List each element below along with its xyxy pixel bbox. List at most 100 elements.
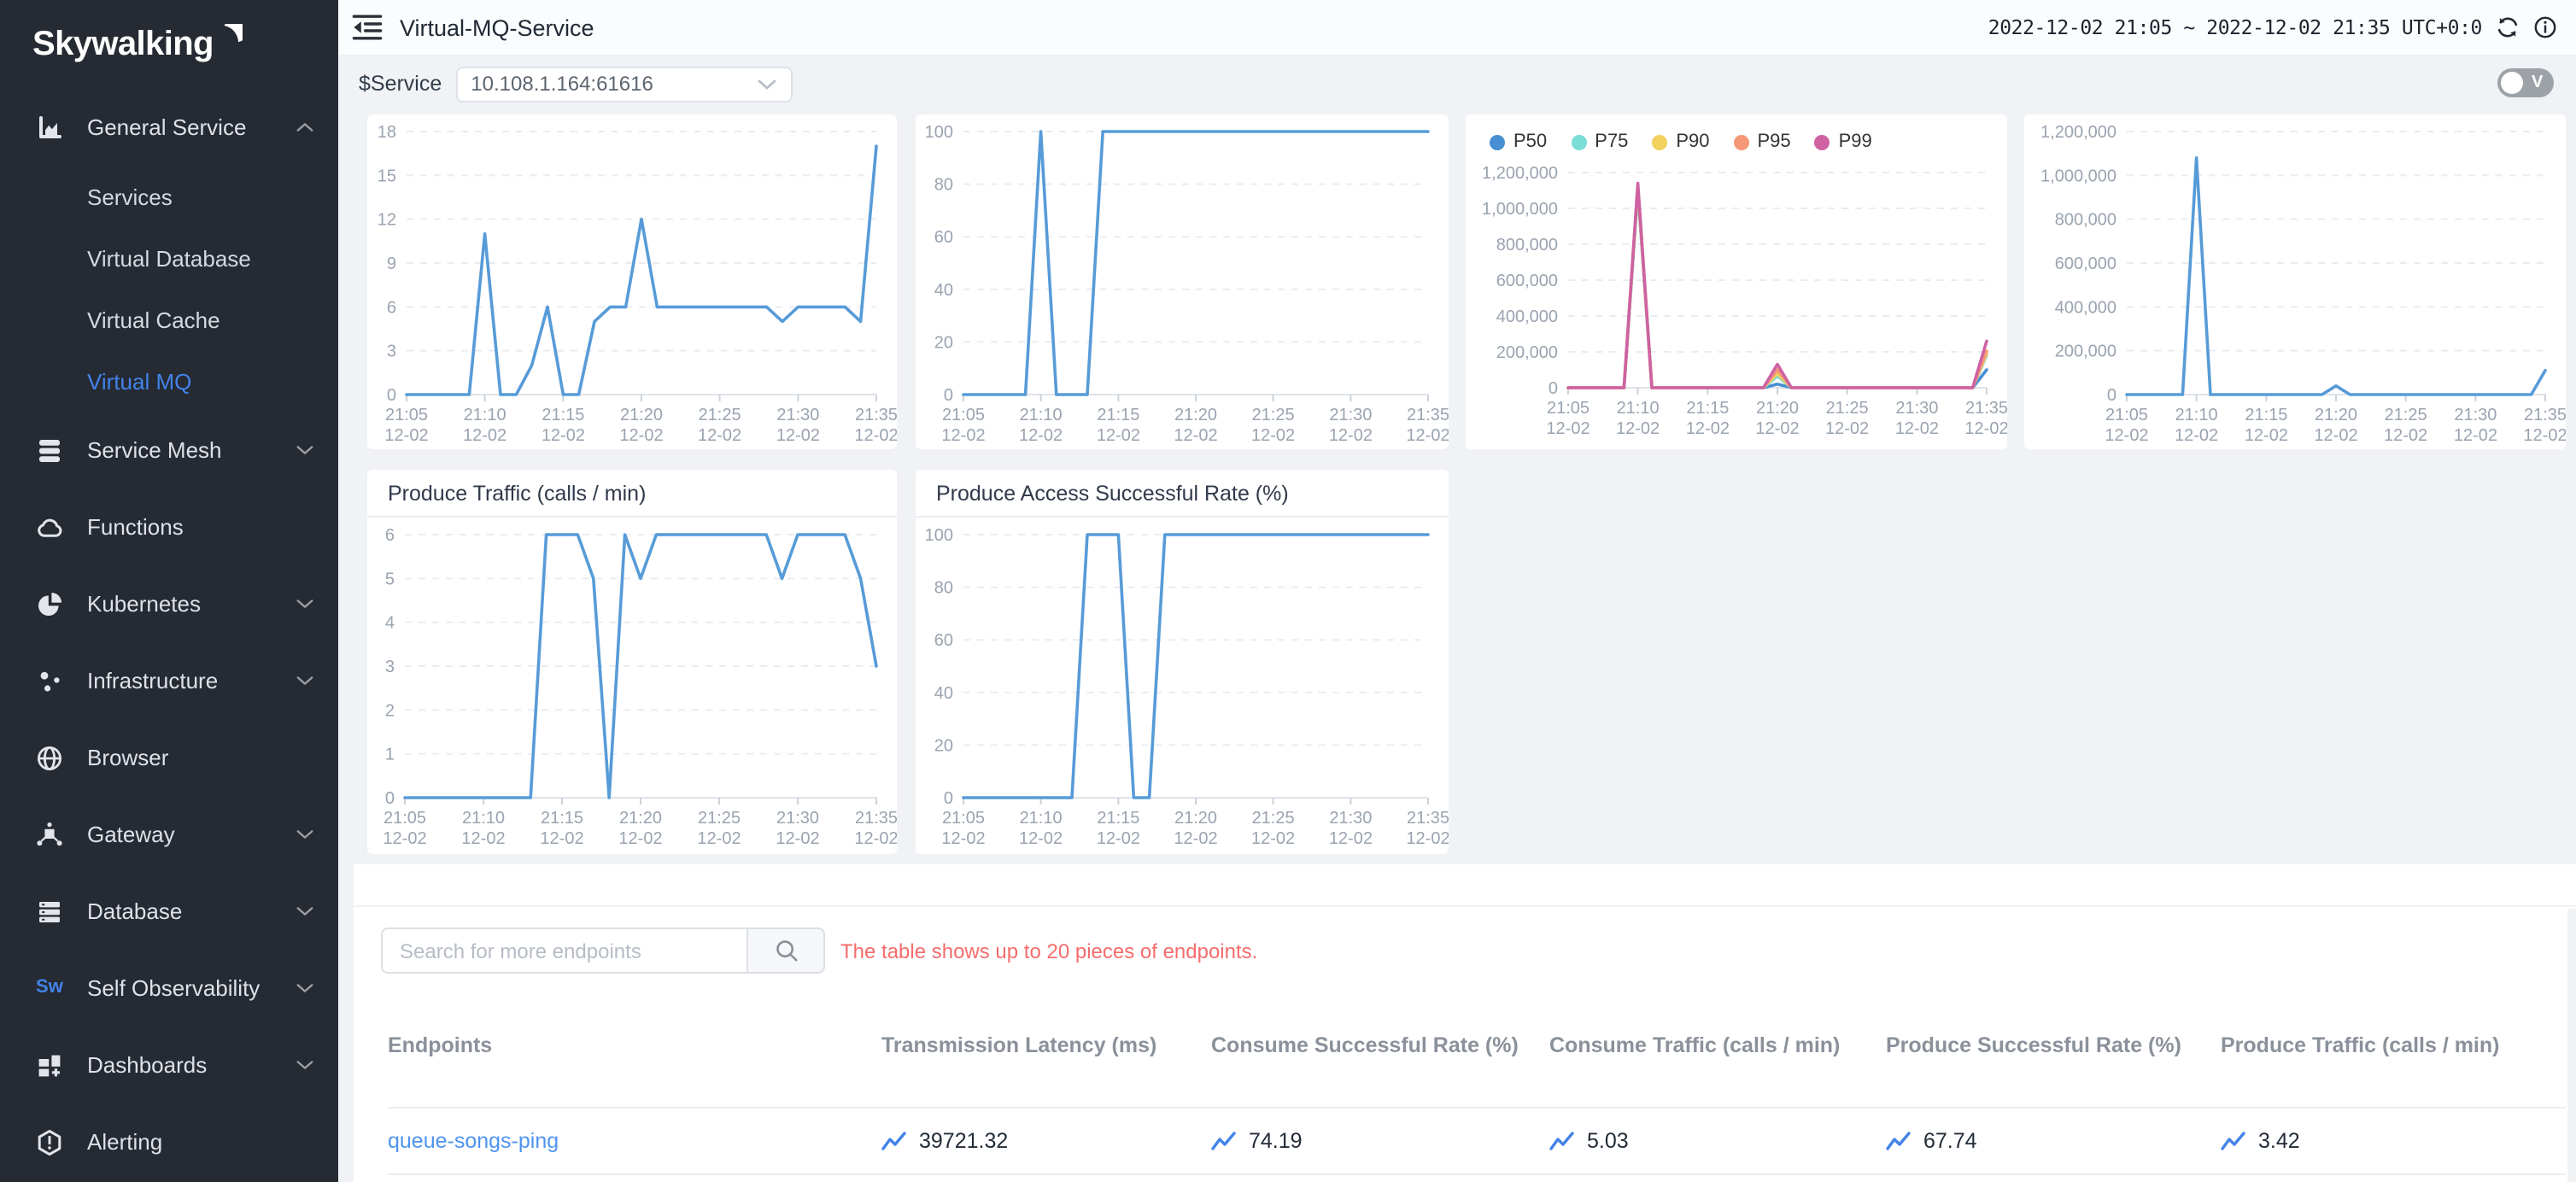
skywalking-logo[interactable]: Skywalking [0,0,338,89]
svg-text:12-02: 12-02 [1097,829,1140,848]
trend-icon[interactable] [881,1131,907,1151]
svg-text:2: 2 [385,701,395,720]
service-select[interactable]: 10.108.1.164:61616 [455,66,793,102]
chevron-down-icon [296,905,314,917]
legend-dot [1733,134,1749,149]
sidebar-item-functions[interactable]: Functions [0,489,338,565]
sidebar-item-dashboards[interactable]: Dashboards [0,1027,338,1103]
metric-value: 67.74 [1923,1129,1977,1153]
refresh-icon[interactable] [2496,15,2520,39]
svg-text:12-02: 12-02 [776,829,819,848]
sidebar-item-self-observability[interactable]: Sw Self Observability [0,950,338,1027]
line-chart[interactable]: 0 3 6 9 12 15 18 21:05 12-02 21:10 12-02 21:15 12-02… [367,114,897,449]
legend-dot [1814,134,1830,149]
trend-icon[interactable] [2221,1131,2246,1151]
sidebar-item-services[interactable]: Services [0,166,338,227]
svg-text:21:35: 21:35 [1407,406,1449,424]
sidebar-item-virtual-database[interactable]: Virtual Database [0,227,338,289]
svg-text:21:05: 21:05 [942,809,985,828]
line-chart[interactable]: 0 1 2 3 4 5 6 21:05 12-02 21:10 12-02 21:15 12-02 21:… [367,518,897,854]
svg-text:100: 100 [925,526,953,545]
svg-text:21:20: 21:20 [1174,809,1217,828]
svg-text:12-02: 12-02 [2245,426,2288,445]
svg-text:200,000: 200,000 [1496,343,1558,362]
svg-text:12: 12 [378,211,396,230]
sidebar-menu: General Service Services Virtual Database V… [0,89,338,1180]
chart-legend: P50 P75 P90 P95 P99 [1466,114,2007,155]
sidebar-item-virtual-mq[interactable]: Virtual MQ [0,350,338,412]
sidebar-item-label: Database [87,898,183,924]
metric-value: 5.03 [1587,1129,1629,1153]
svg-text:6: 6 [387,298,396,317]
legend-item-p75[interactable]: P75 [1571,132,1628,152]
sidebar-item-gateway[interactable]: Gateway [0,796,338,873]
trend-icon[interactable] [1211,1131,1237,1151]
column-header-1: Endpoints [388,1033,493,1058]
svg-text:12-02: 12-02 [1251,829,1295,848]
sidebar-item-database[interactable]: Database [0,873,338,950]
svg-text:40: 40 [934,684,953,703]
svg-text:21:05: 21:05 [383,809,426,828]
legend-item-p99[interactable]: P99 [1814,132,1872,152]
svg-text:21:30: 21:30 [1329,406,1372,424]
legend-item-p95[interactable]: P95 [1733,132,1791,152]
sidebar-item-browser[interactable]: Browser [0,719,338,796]
database-icon [36,898,63,925]
svg-text:12-02: 12-02 [540,829,583,848]
view-toggle[interactable]: V [2497,68,2554,97]
sidebar-item-general-service[interactable]: General Service [0,89,338,166]
metric-cell: 74.19 [1211,1129,1549,1153]
sidebar-item-virtual-cache[interactable]: Virtual Cache [0,289,338,350]
endpoint-link[interactable]: queue-songs-ping [388,1129,559,1153]
scrollbar[interactable] [2567,909,2576,1182]
sidebar-item-label: Dashboards [87,1052,208,1078]
svg-text:12-02: 12-02 [1329,829,1373,848]
svg-text:200,000: 200,000 [2055,342,2116,361]
svg-text:0: 0 [385,789,395,808]
svg-text:80: 80 [934,176,953,195]
svg-text:4: 4 [385,614,395,633]
layers-icon [36,436,63,464]
svg-text:12-02: 12-02 [618,829,662,848]
svg-text:9: 9 [387,255,396,273]
legend-item-p50[interactable]: P50 [1490,132,1547,152]
chart-title: Produce Access Successful Rate (%) [916,470,1449,518]
endpoint-search-button[interactable] [746,927,825,974]
sidebar-item-label: Virtual Cache [87,307,220,332]
line-chart[interactable]: 0 20 40 60 80 100 21:05 12-02 21:10 12-02 21:15 12-… [916,114,1449,449]
legend-item-p90[interactable]: P90 [1652,132,1709,152]
sidebar-item-infrastructure[interactable]: Infrastructure [0,642,338,719]
endpoints-panel: The table shows up to 20 pieces of endpo… [354,864,2576,1182]
collapse-menu-icon[interactable] [352,14,383,41]
svg-text:21:35: 21:35 [1407,809,1449,828]
svg-text:12-02: 12-02 [2314,426,2357,445]
info-icon[interactable] [2533,15,2557,39]
trend-icon[interactable] [1886,1131,1912,1151]
endpoint-search-input[interactable] [381,927,746,974]
svg-text:21:30: 21:30 [776,809,819,828]
main-area: Virtual-MQ-Service 2022-12-02 21:05 ~ 20… [338,0,2576,1182]
svg-text:21:25: 21:25 [699,406,741,424]
line-chart[interactable]: 0 200,000 400,000 600,000 800,000 1,000,000 1,… [2024,114,2566,449]
line-chart[interactable]: 0 200,000 400,000 600,000 800,000 1,000,000 1,… [1466,155,2007,449]
svg-text:21:25: 21:25 [698,809,741,828]
trend-icon[interactable] [1549,1131,1575,1151]
metric-value: 3.42 [2258,1129,2300,1153]
chart-icon [36,114,63,141]
kubernetes-icon [36,590,63,617]
sidebar-item-service-mesh[interactable]: Service Mesh [0,412,338,489]
toggle-label: V [2532,73,2544,92]
endpoint-search-row: The table shows up to 20 pieces of endpo… [381,927,2576,974]
sidebar-item-alerting[interactable]: Alerting [0,1103,338,1180]
chevron-down-icon [296,598,314,610]
svg-text:400,000: 400,000 [1496,307,1558,326]
time-range[interactable]: 2022-12-02 21:05 ~ 2022-12-02 21:35 UTC+… [1988,15,2483,39]
line-chart[interactable]: 0 20 40 60 80 100 21:05 12-02 21:10 12-02 21:15 12-… [916,518,1449,854]
sidebar-item-label: Infrastructure [87,668,219,693]
sidebar-item-kubernetes[interactable]: Kubernetes [0,565,338,642]
chevron-down-icon [296,982,314,994]
svg-text:12-02: 12-02 [463,426,506,445]
svg-text:0: 0 [387,386,396,405]
svg-text:21:20: 21:20 [620,406,663,424]
